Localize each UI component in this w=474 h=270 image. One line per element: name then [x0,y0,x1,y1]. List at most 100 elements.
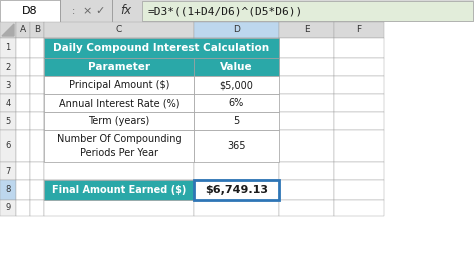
Bar [16,112,30,130]
Bar [44,38,279,58]
Bar [0,112,16,130]
Bar [44,180,194,200]
Bar [194,94,279,112]
Bar [194,200,279,216]
Bar [0,58,16,76]
Text: ✓: ✓ [95,6,105,16]
Bar [44,58,194,76]
Text: 2: 2 [5,62,10,72]
Text: Daily Compound Interest Calculation: Daily Compound Interest Calculation [54,43,270,53]
Bar [44,130,194,162]
Text: Annual Interest Rate (%): Annual Interest Rate (%) [59,98,179,108]
Text: Number Of Compounding
Periods Per Year: Number Of Compounding Periods Per Year [57,134,182,158]
Text: 365: 365 [227,141,246,151]
Bar [334,112,384,130]
Text: Final Amount Earned ($): Final Amount Earned ($) [52,185,186,195]
Text: ×: × [82,6,91,16]
Bar [194,38,279,58]
Text: Term (years): Term (years) [88,116,150,126]
Bar [194,130,279,162]
Bar [16,38,30,58]
Bar [44,180,194,200]
Text: E: E [304,25,310,35]
Bar [279,38,334,58]
Bar [16,22,30,38]
Bar [44,112,194,130]
Bar [334,38,384,58]
Text: Parameter: Parameter [88,62,150,72]
Bar [0,38,16,58]
Bar [44,200,194,216]
Text: D: D [233,25,240,35]
Bar [16,76,30,94]
Bar [30,112,44,130]
Bar [16,200,30,216]
Bar [279,94,334,112]
Text: 6%: 6% [229,98,244,108]
Bar [60,0,61,22]
Text: 6: 6 [5,141,11,150]
Text: :: : [73,6,76,16]
Text: 4: 4 [5,99,10,107]
Bar [30,58,44,76]
Text: D8: D8 [22,6,38,16]
Bar [334,22,384,38]
Bar [334,94,384,112]
Bar [44,94,194,112]
Bar [279,200,334,216]
Bar [16,58,30,76]
Text: Value: Value [220,62,253,72]
Bar [334,200,384,216]
Text: 5: 5 [233,116,240,126]
Bar [334,58,384,76]
Bar [30,200,44,216]
Bar [30,38,44,58]
Bar [44,58,194,76]
Text: =D3*((1+D4/D6)^(D5*D6)): =D3*((1+D4/D6)^(D5*D6)) [148,6,303,16]
Bar [16,180,30,200]
Text: $6,749.13: $6,749.13 [205,185,268,195]
Bar [194,162,279,180]
Bar [30,180,44,200]
Bar [279,58,334,76]
Bar [16,162,30,180]
Bar [334,76,384,94]
Text: 7: 7 [5,167,11,176]
Bar [279,22,334,38]
Bar [30,130,44,162]
Bar [112,0,113,22]
Bar [279,130,334,162]
Text: A: A [20,25,26,35]
Bar [194,180,279,200]
Bar [0,130,16,162]
Bar [194,112,279,130]
Bar [44,76,194,94]
Bar [279,180,334,200]
Bar [279,76,334,94]
Bar [334,162,384,180]
Bar [44,22,194,38]
Bar [0,180,16,200]
Bar [44,94,194,112]
Bar [279,162,334,180]
Bar [334,130,384,162]
Bar [194,58,279,76]
Text: 8: 8 [5,185,11,194]
Text: 5: 5 [5,116,10,126]
Bar [44,112,194,130]
Bar [194,112,279,130]
Text: 9: 9 [5,204,10,212]
Text: 1: 1 [5,43,10,52]
Text: Principal Amount ($): Principal Amount ($) [69,80,169,90]
Bar [194,58,279,76]
Bar [0,0,60,22]
Bar [279,112,334,130]
Bar [194,180,279,200]
Bar [44,38,194,58]
Bar [194,130,279,162]
Bar [30,76,44,94]
Bar [194,76,279,94]
Bar [0,94,16,112]
Bar [194,94,279,112]
Bar [30,22,44,38]
